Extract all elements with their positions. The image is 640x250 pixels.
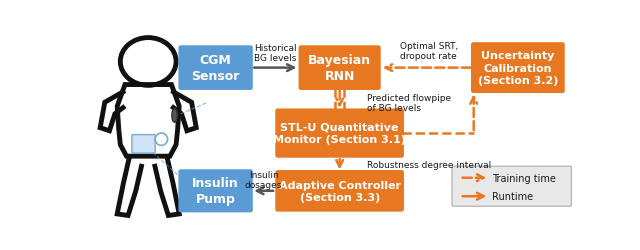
FancyBboxPatch shape [179, 170, 253, 212]
Text: Insulin
dosages: Insulin dosages [245, 170, 282, 189]
Text: STL-U Quantitative
Monitor (Section 3.1): STL-U Quantitative Monitor (Section 3.1) [273, 122, 406, 145]
FancyBboxPatch shape [275, 109, 404, 158]
Ellipse shape [172, 109, 177, 123]
FancyBboxPatch shape [452, 166, 572, 206]
Text: Adaptive Controller
(Section 3.3): Adaptive Controller (Section 3.3) [278, 180, 401, 202]
Text: Predicted flowpipe
of BG levels: Predicted flowpipe of BG levels [367, 93, 451, 112]
Text: Robustness degree interval: Robustness degree interval [367, 160, 491, 170]
Text: Insulin
Pump: Insulin Pump [192, 176, 239, 206]
Text: Historical
BG levels: Historical BG levels [254, 43, 296, 63]
FancyBboxPatch shape [298, 46, 381, 90]
Text: CGM
Sensor: CGM Sensor [191, 54, 240, 83]
Text: Uncertainty
Calibration
(Section 3.2): Uncertainty Calibration (Section 3.2) [477, 51, 558, 86]
FancyBboxPatch shape [275, 170, 404, 212]
FancyBboxPatch shape [471, 43, 564, 94]
Text: Runtime: Runtime [492, 192, 533, 202]
Text: Optimal SRT,
dropout rate: Optimal SRT, dropout rate [399, 42, 458, 61]
Text: Training time: Training time [492, 173, 556, 183]
FancyBboxPatch shape [179, 46, 253, 90]
Text: Bayesian
RNN: Bayesian RNN [308, 54, 371, 83]
FancyBboxPatch shape [132, 135, 155, 154]
